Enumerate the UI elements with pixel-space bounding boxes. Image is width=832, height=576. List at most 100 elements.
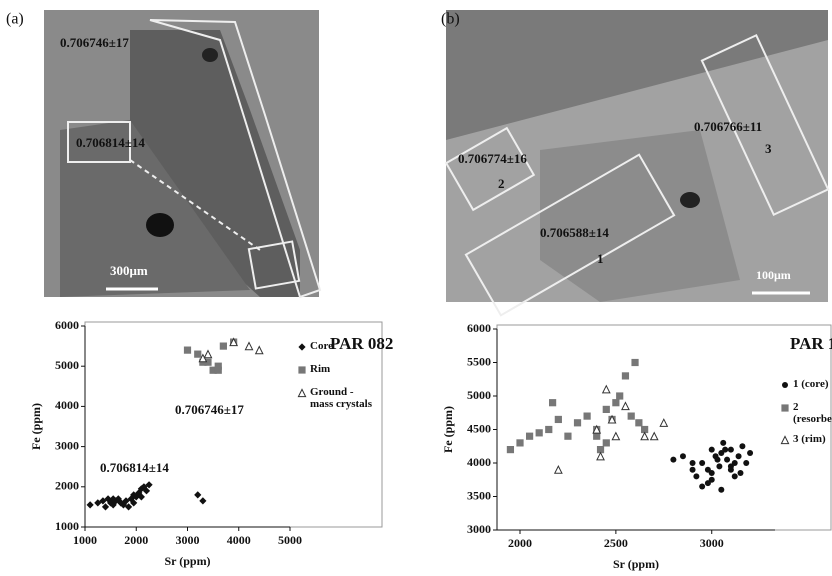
point	[194, 350, 202, 358]
legend-entry: 1 (core)	[779, 378, 832, 393]
y-tick-label: 3500	[467, 488, 491, 502]
legend-label: Core	[310, 340, 334, 352]
legend-marker	[782, 382, 788, 388]
point	[627, 412, 635, 420]
legend-label: Rim	[310, 363, 331, 375]
point	[145, 481, 153, 489]
point	[229, 337, 239, 347]
point	[602, 405, 610, 413]
point	[727, 446, 734, 453]
point	[735, 453, 742, 460]
point	[640, 431, 650, 441]
image-annotation: 1	[597, 251, 604, 266]
legend-marker	[298, 343, 306, 351]
point	[631, 358, 639, 367]
point	[114, 495, 122, 503]
y-tick-label: 6000	[55, 318, 79, 332]
point	[183, 346, 192, 354]
point	[693, 473, 700, 480]
scale-label: 300μm	[110, 263, 148, 278]
legend-marker	[780, 435, 790, 445]
point	[545, 425, 553, 434]
point	[714, 456, 721, 463]
point	[596, 451, 605, 461]
point	[601, 384, 611, 394]
legend-swatch	[779, 401, 793, 416]
chart-title: PAR 165	[790, 334, 832, 353]
point	[86, 501, 94, 509]
point	[554, 415, 562, 424]
point	[716, 463, 723, 470]
point	[704, 466, 711, 473]
y-axis-label: Fe (ppm)	[441, 406, 455, 453]
point	[117, 499, 125, 507]
y-tick-label: 5000	[55, 358, 79, 372]
point	[219, 342, 227, 350]
legend: Core Rim Ground -mass crystals	[296, 340, 376, 418]
point	[616, 392, 624, 400]
point	[104, 495, 112, 503]
point	[743, 460, 750, 466]
panel-label: (a)	[6, 11, 24, 28]
x-tick-label: 2000	[124, 533, 148, 547]
y-tick-label: 3000	[467, 522, 491, 536]
point	[592, 424, 602, 434]
point	[699, 483, 706, 490]
point	[731, 473, 738, 480]
panel-label: (b)	[441, 11, 460, 28]
y-axis-label: Fe (ppm)	[29, 403, 43, 450]
y-tick-label: 5500	[467, 354, 491, 368]
point	[203, 349, 213, 359]
image-annotation: 0.706746±17	[60, 35, 129, 50]
image-annotation: 0.706766±11	[694, 119, 762, 134]
point	[214, 362, 222, 370]
point	[525, 432, 534, 440]
legend-swatch	[779, 378, 793, 393]
point	[124, 503, 133, 511]
x-tick-label: 3000	[700, 536, 724, 550]
point	[506, 446, 515, 454]
point	[553, 464, 563, 474]
point	[621, 401, 630, 411]
legend-label: Ground -mass crystals	[310, 386, 373, 410]
point	[722, 446, 729, 453]
y-tick-label: 6000	[467, 321, 491, 335]
x-tick-label: 2500	[604, 536, 628, 550]
point	[244, 341, 254, 351]
image-annotation: 0.706588±14	[540, 225, 609, 240]
point	[535, 429, 543, 437]
point	[612, 399, 620, 407]
point	[641, 425, 649, 434]
image-annotation: 3	[765, 141, 772, 156]
point	[708, 476, 715, 483]
point	[137, 493, 145, 501]
point	[718, 486, 725, 493]
point	[516, 439, 524, 447]
legend-label: 1 (core)	[793, 378, 829, 390]
point	[593, 432, 601, 440]
x-tick-label: 4000	[227, 533, 251, 547]
legend-swatch	[296, 340, 310, 355]
x-axis-label: Sr (ppm)	[164, 554, 210, 568]
legend-entry: Rim	[296, 363, 376, 378]
point	[635, 419, 643, 427]
scale-label: 100μm	[756, 268, 791, 282]
y-tick-label: 4500	[467, 421, 491, 435]
point	[199, 497, 207, 505]
legend-entry: Ground -mass crystals	[296, 386, 376, 410]
point	[209, 366, 217, 374]
legend-marker	[297, 388, 307, 398]
legend: 1 (core) 2 (resorbed) 3 (rim)	[779, 378, 832, 456]
chart-title: PAR 082	[330, 334, 393, 353]
point	[549, 399, 557, 407]
point	[739, 443, 746, 450]
y-tick-label: 4000	[467, 455, 491, 469]
point	[132, 493, 140, 501]
point	[679, 453, 686, 460]
point	[101, 503, 110, 511]
legend-entry: 3 (rim)	[779, 433, 832, 448]
point	[142, 487, 151, 495]
annotation: 0.706814±14	[100, 460, 169, 475]
point	[607, 414, 617, 424]
point	[109, 495, 117, 503]
